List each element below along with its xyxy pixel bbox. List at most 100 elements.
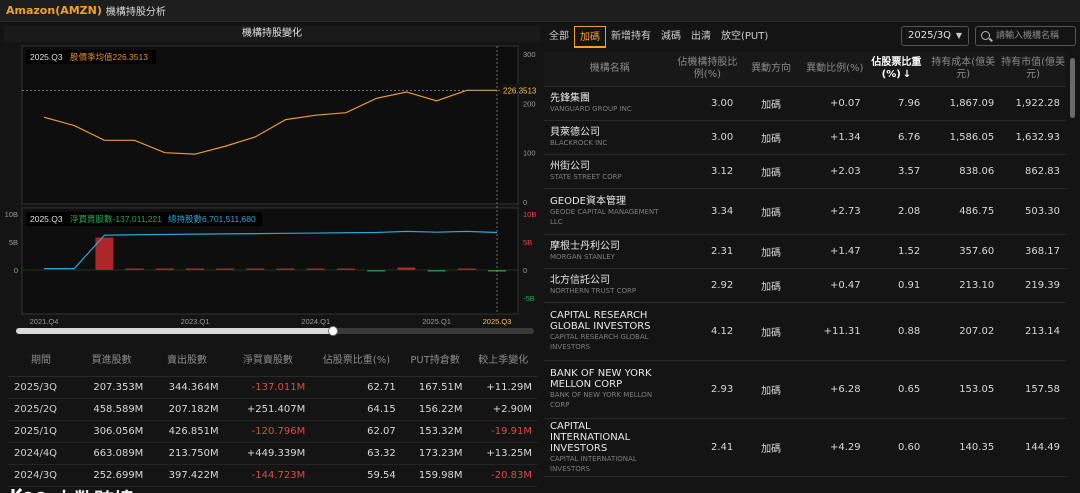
institution-col-header[interactable]: 佔機構持股比例(%) xyxy=(675,52,740,87)
institution-name-cell[interactable]: 摩根士丹利公司 MORGAN STANLEY xyxy=(544,234,676,269)
institution-cell-dir: 加碼 xyxy=(739,302,803,361)
history-cell-change: -20.83M xyxy=(468,464,538,487)
net-flow-bar xyxy=(457,268,476,270)
institution-col-header[interactable]: 佔股票比重(%) ↓ xyxy=(866,52,927,87)
history-cell-change: +11.29M xyxy=(468,376,538,399)
history-cell-period: 2025/3Q xyxy=(8,376,74,399)
institution-name-cell[interactable]: GEODE資本管理 GEODE CAPITAL MANAGEMENT LLC xyxy=(544,188,676,235)
institution-cell-cost: 838.06 xyxy=(926,154,1001,189)
institution-cell-cost: 140.35 xyxy=(926,418,1001,477)
history-cell-period: 2025/1Q xyxy=(8,420,74,443)
tab-5[interactable]: 放空(PUT) xyxy=(721,31,769,42)
history-cell-put: 156.22M xyxy=(401,398,469,421)
watermark-logo-icon xyxy=(11,488,45,493)
institution-name-cell[interactable]: CAPITAL INTERNATIONAL INVESTORS CAPITAL I… xyxy=(544,418,676,477)
history-cell-sell: 207.182M xyxy=(149,398,225,421)
tab-3[interactable]: 減碼 xyxy=(661,31,681,42)
range-slider-handle[interactable] xyxy=(328,326,338,336)
institution-row[interactable]: CAPITAL RESEARCH GLOBAL INVESTORS CAPITAL… xyxy=(544,302,1066,361)
history-col-header: PUT持倉數 xyxy=(401,346,469,377)
institution-name: 先鋒集團 xyxy=(550,92,590,104)
history-cell-put: 173.23M xyxy=(401,442,469,465)
institution-row[interactable]: 北方信託公司 NORTHERN TRUST CORP 2.92 加碼 +0.47 0.91… xyxy=(544,268,1066,303)
app-titlebar: Amazon(AMZN) 機構持股分析 xyxy=(0,0,1080,22)
institution-cell-dir: 加碼 xyxy=(739,268,803,303)
institution-row[interactable]: 摩根士丹利公司 MORGAN STANLEY 2.31 加碼 +1.47 1.52 357.… xyxy=(544,234,1066,269)
institution-name-cell[interactable]: BANK OF NEW YORK MELLON CORP BANK OF NEW … xyxy=(544,360,676,419)
net-flow-bar xyxy=(186,268,204,270)
institution-cell-pct: 2.92 xyxy=(675,268,740,303)
net-flow-bar xyxy=(155,268,174,270)
institution-row[interactable]: 州街公司 STATE STREET CORP 3.12 加碼 +2.03 3.57 838.… xyxy=(544,154,1066,189)
institution-name-en: GEODE CAPITAL MANAGEMENT LLC xyxy=(550,207,659,226)
search-input[interactable]: 請輸入機構名稱 xyxy=(975,26,1076,46)
institution-name-en: NORTHERN TRUST CORP xyxy=(550,286,637,295)
institution-cell-chg: +4.29 xyxy=(802,418,867,477)
institution-col-header[interactable]: 異動方向 xyxy=(739,52,803,87)
net-flow-bar xyxy=(95,237,114,270)
chart-title: 機構持股變化 xyxy=(4,26,540,42)
institution-row[interactable]: CAPITAL INTERNATIONAL INVESTORS CAPITAL I… xyxy=(544,418,1066,477)
history-cell-net: -137.011M xyxy=(224,376,312,399)
institution-name-en: VANGUARD GROUP INC xyxy=(550,104,632,113)
history-cell-put: 167.51M xyxy=(401,376,469,399)
flow-right-axis-tick: 10B xyxy=(523,210,536,219)
price-marker-bg xyxy=(500,84,536,95)
history-header-row: 期間 買進股數 賣出股數 淨買賣股數 佔股票比重(%) PUT持倉數 較上季變化 xyxy=(8,346,538,377)
institution-cell-cost: 1,586.05 xyxy=(926,120,1001,155)
history-row[interactable]: 2025/1Q 306.056M 426.851M -120.796M 62.07 153… xyxy=(8,420,538,443)
history-cell-net: -144.723M xyxy=(224,464,312,487)
flow-right-axis-tick: 0 xyxy=(523,266,527,275)
tab-2[interactable]: 新增持有 xyxy=(611,31,651,42)
flow-right-axis-tick: -5B xyxy=(523,294,535,303)
institution-col-header[interactable]: 持有市值(億美元) xyxy=(1000,52,1066,87)
institution-col-header[interactable]: 機構名稱 xyxy=(544,52,676,87)
quarter-select-value: 2025/3Q xyxy=(908,30,952,41)
institution-cell-weight: 7.96 xyxy=(866,86,927,121)
holding-series-line xyxy=(44,230,498,270)
history-row[interactable]: 2025/3Q 207.353M 344.364M -137.011M 62.71 167… xyxy=(8,376,538,399)
institution-name-cell[interactable]: 北方信託公司 NORTHERN TRUST CORP xyxy=(544,268,676,303)
institution-cell-dir: 加碼 xyxy=(739,418,803,477)
tab-4[interactable]: 出清 xyxy=(691,31,711,42)
history-col-header: 較上季變化 xyxy=(468,346,538,377)
institution-cell-value: 1,922.28 xyxy=(1000,86,1066,121)
institution-header-row: 機構名稱 佔機構持股比例(%) 異動方向 異動比例(%) 佔股票比重(%) ↓ 持有成本(億… xyxy=(544,52,1066,87)
history-cell-weight: 63.32 xyxy=(311,442,402,465)
history-cell-period: 2024/4Q xyxy=(8,442,74,465)
history-row[interactable]: 2025/2Q 458.589M 207.182M +251.407M 64.15 156… xyxy=(8,398,538,421)
institution-cell-weight: 0.60 xyxy=(866,418,927,477)
institution-name-cell[interactable]: 州街公司 STATE STREET CORP xyxy=(544,154,676,189)
history-cell-buy: 252.699M xyxy=(74,464,150,487)
institution-name: CAPITAL INTERNATIONAL INVESTORS xyxy=(550,420,631,454)
filter-tabs: 全部 加碼 新增持有 減碼 出清 放空(PUT) xyxy=(544,26,773,48)
institution-col-header[interactable]: 持有成本(億美元) xyxy=(926,52,1001,87)
tab-0[interactable]: 全部 xyxy=(549,31,569,42)
institution-name-cell[interactable]: 先鋒集團 VANGUARD GROUP INC xyxy=(544,86,676,121)
history-row[interactable]: 2024/3Q 252.699M 397.422M -144.723M 59.54 159… xyxy=(8,464,538,487)
search-icon xyxy=(981,31,990,40)
history-cell-sell: 426.851M xyxy=(149,420,225,443)
institution-col-header[interactable]: 異動比例(%) xyxy=(802,52,867,87)
net-flow-bar xyxy=(427,270,446,272)
range-slider-fill[interactable] xyxy=(16,328,336,334)
search-placeholder: 請輸入機構名稱 xyxy=(996,31,1060,41)
institution-row[interactable]: 貝萊德公司 BLACKROCK INC 3.00 加碼 +1.34 6.76 1,586.0… xyxy=(544,120,1066,155)
institution-cell-cost: 486.75 xyxy=(926,188,1001,235)
table-scrollbar[interactable] xyxy=(1070,58,1075,118)
institution-row[interactable]: 先鋒集團 VANGUARD GROUP INC 3.00 加碼 +0.07 7.96 1,8… xyxy=(544,86,1066,121)
institution-name-cell[interactable]: CAPITAL RESEARCH GLOBAL INVESTORS CAPITAL… xyxy=(544,302,676,361)
institution-name: 北方信託公司 xyxy=(550,274,610,286)
tab-1[interactable]: 加碼 xyxy=(574,26,606,48)
institution-name-cell[interactable]: 貝萊德公司 BLACKROCK INC xyxy=(544,120,676,155)
institution-cell-pct: 2.41 xyxy=(675,418,740,477)
quarter-select[interactable]: 2025/3Q ▼ xyxy=(901,26,969,46)
institution-cell-chg: +1.47 xyxy=(802,234,867,269)
history-cell-net: +449.339M xyxy=(224,442,312,465)
holding-chart: 0 100 200 300 10B 5B 0 10B 5B 0 -5B 226.3513 2025… xyxy=(5,45,537,326)
institution-cell-dir: 加碼 xyxy=(739,120,803,155)
institution-row[interactable]: BANK OF NEW YORK MELLON CORP BANK OF NEW … xyxy=(544,360,1066,419)
price-marker: 226.3513 xyxy=(503,86,537,95)
history-row[interactable]: 2024/4Q 663.089M 213.750M +449.339M 63.32 173… xyxy=(8,442,538,465)
institution-row[interactable]: GEODE資本管理 GEODE CAPITAL MANAGEMENT LLC 3.3… xyxy=(544,188,1066,235)
